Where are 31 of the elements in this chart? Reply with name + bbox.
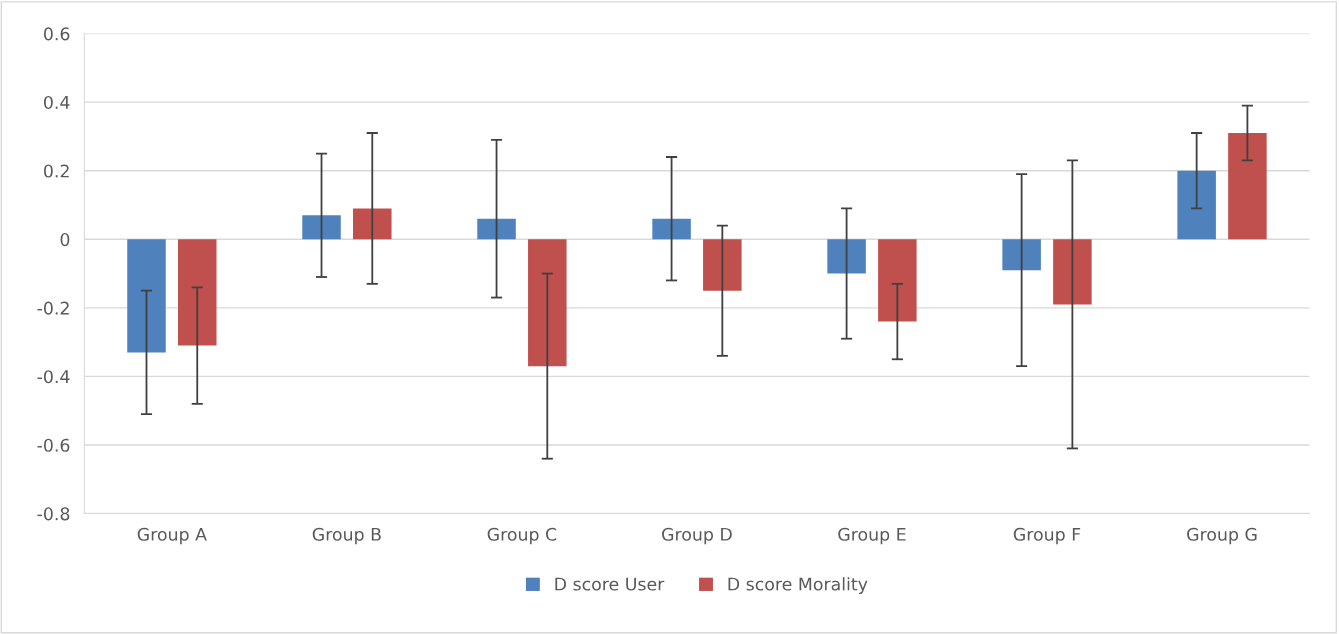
y-tick-label: 0.6 [44,27,70,41]
x-tick-label: Group G [1187,527,1257,545]
bar [178,239,217,346]
bar [353,208,392,240]
x-tick-label: Group D [662,527,732,545]
x-tick-label: Group E [838,527,906,545]
bar [1228,133,1267,240]
bar [127,239,166,353]
bar [1002,239,1041,271]
legend-label: D score Morality [728,577,868,594]
bar [302,215,341,240]
bar [1177,170,1216,240]
bar [477,218,516,240]
bar [652,218,691,240]
legend-label: D score User [555,577,665,591]
bar [827,239,866,274]
y-tick-label: -0.2 [37,301,69,315]
y-tick-label: 0.2 [44,164,69,178]
x-tick-label: Group A [137,527,207,545]
bar [528,239,567,367]
bar [1053,239,1092,305]
y-tick-label: 0 [60,233,70,247]
bar [703,239,742,291]
x-tick-label: Group C [487,527,557,545]
y-tick-label: -0.6 [37,438,70,452]
y-tick-label: 0.4 [44,95,70,110]
x-tick-label: Group B [312,527,381,545]
bar [878,239,917,322]
x-tick-label: Group F [1013,527,1081,545]
y-tick-label: -0.4 [37,370,70,384]
y-tick-label: -0.8 [37,507,70,521]
